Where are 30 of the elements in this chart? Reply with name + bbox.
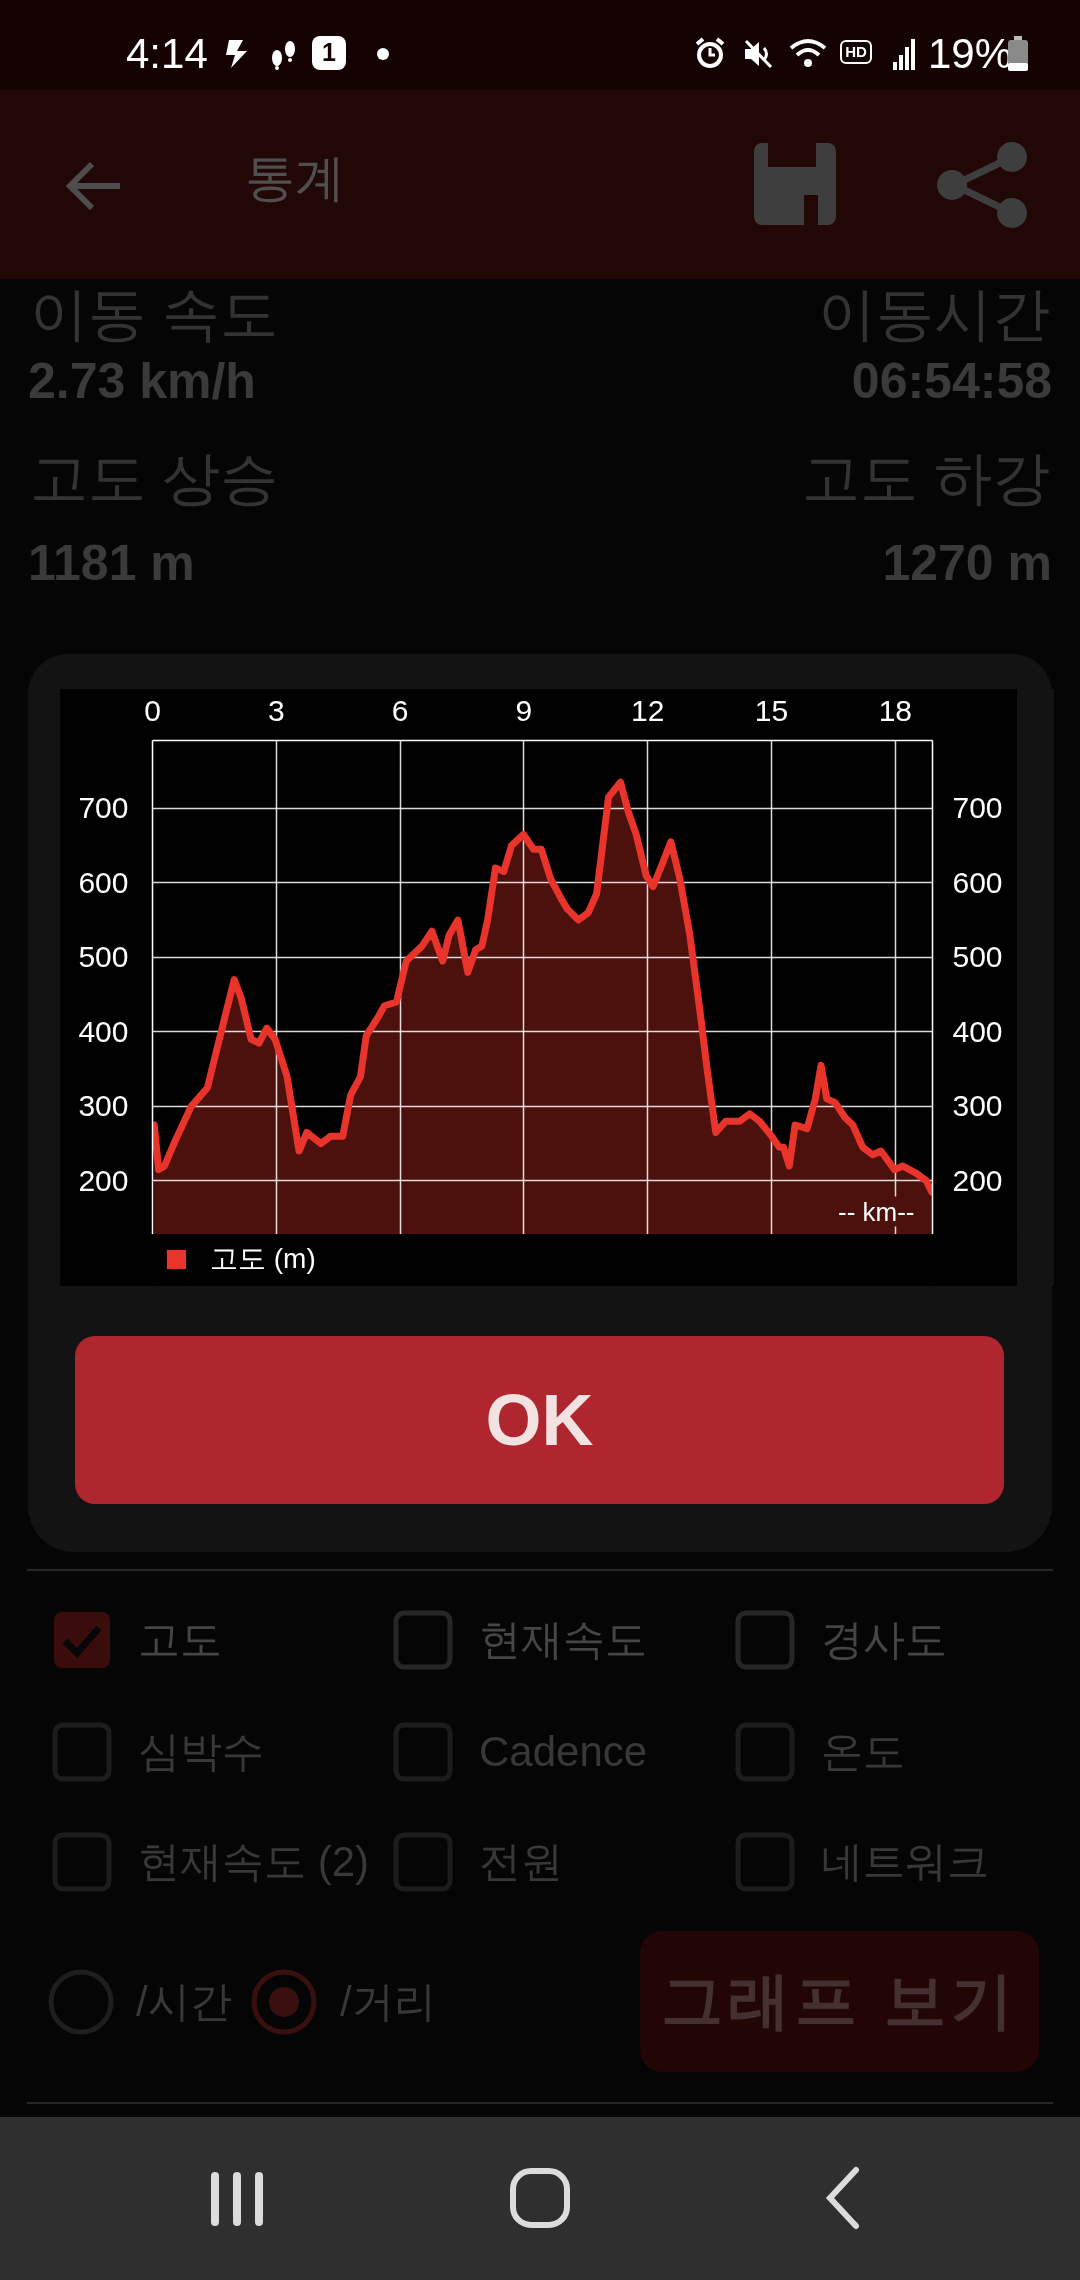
x-tick-label: 0	[144, 693, 161, 727]
y2-tick-label: 400	[952, 1014, 1003, 1048]
y2-tick-label: 500	[952, 940, 1003, 974]
x-tick-label: 15	[754, 693, 789, 727]
text: 1	[312, 36, 346, 70]
x-axis-title: -- km--	[837, 1196, 915, 1227]
x-tick-label: 12	[631, 693, 665, 727]
x-tick-label: 9	[515, 693, 533, 727]
text: 통계	[245, 150, 345, 208]
text: 4:14	[126, 30, 208, 79]
text: 고도	[138, 1615, 222, 1665]
y-tick-label: 500	[78, 940, 129, 974]
x-tick-label: 3	[267, 693, 285, 727]
x-tick-label: 18	[878, 693, 913, 727]
text: 19%	[928, 30, 1013, 79]
y-tick-label: 300	[78, 1089, 129, 1123]
x-tick-label: 6	[391, 693, 409, 727]
text: 현재속도	[479, 1615, 647, 1665]
text: 경사도	[821, 1615, 947, 1665]
y2-tick-label: 700	[952, 791, 1003, 825]
legend-label: 고도 (m)	[210, 1242, 316, 1276]
y2-tick-label: 300	[952, 1089, 1003, 1123]
y-tick-label: 700	[78, 791, 129, 825]
y-tick-label: 400	[78, 1014, 129, 1048]
text: HD	[840, 40, 872, 64]
y2-tick-label: 200	[952, 1163, 1003, 1197]
text: OK	[75, 1336, 1004, 1504]
y2-tick-label: 600	[952, 865, 1003, 899]
y-tick-label: 200	[78, 1163, 129, 1197]
y-tick-label: 600	[78, 865, 129, 899]
